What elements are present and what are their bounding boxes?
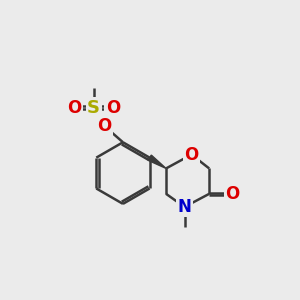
Text: N: N [178,198,191,216]
Text: O: O [184,146,199,164]
Polygon shape [148,155,166,168]
Text: O: O [67,99,82,117]
Text: O: O [97,117,112,135]
Text: O: O [225,185,239,203]
Text: O: O [106,99,120,117]
Text: S: S [87,99,100,117]
